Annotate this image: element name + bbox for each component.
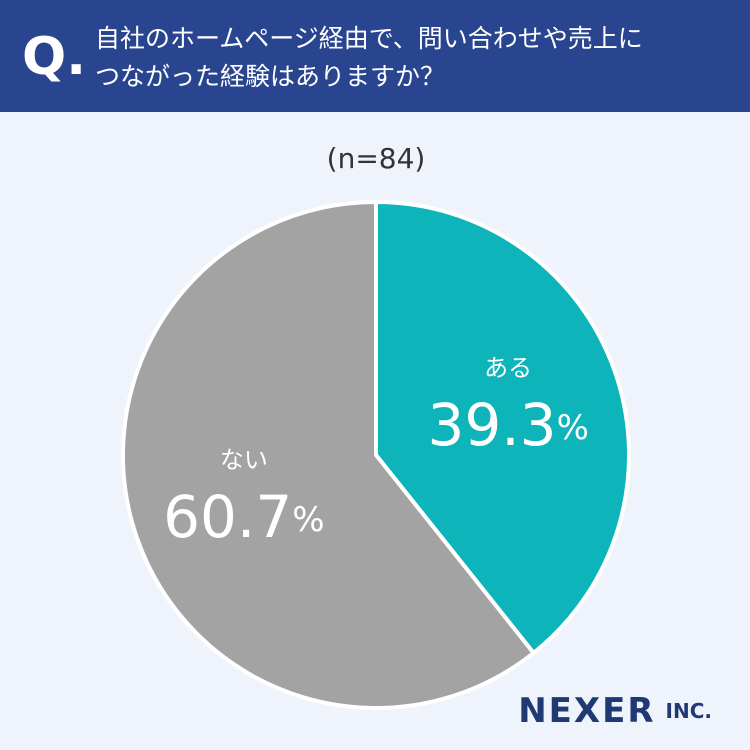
pie-slice	[121, 199, 537, 710]
slice-category: ない	[220, 446, 268, 474]
slice-value-label: 39.3%	[427, 391, 588, 459]
brand-name: NEXER	[518, 691, 655, 731]
slice-value-label: 60.7%	[163, 483, 324, 551]
header-band	[0, 0, 750, 112]
question-marker: Q.	[22, 27, 86, 87]
slice-category: ある	[484, 354, 532, 382]
brand-logo: NEXER INC.	[518, 691, 712, 731]
title-line: つながった経験はありますか？	[95, 62, 445, 91]
brand-suffix: INC.	[666, 699, 712, 723]
value-number: 60.7	[163, 483, 292, 551]
value-number: 39.3	[427, 391, 556, 459]
pie-slice	[374, 199, 631, 656]
title-line: 自社のホームページ経由で、問い合わせや売上に	[95, 24, 643, 53]
value-unit: %	[557, 407, 589, 447]
subtitle: (n=84)	[327, 142, 426, 175]
value-unit: %	[292, 500, 324, 540]
pie: ある 39.3% ない 60.7%	[121, 199, 631, 710]
